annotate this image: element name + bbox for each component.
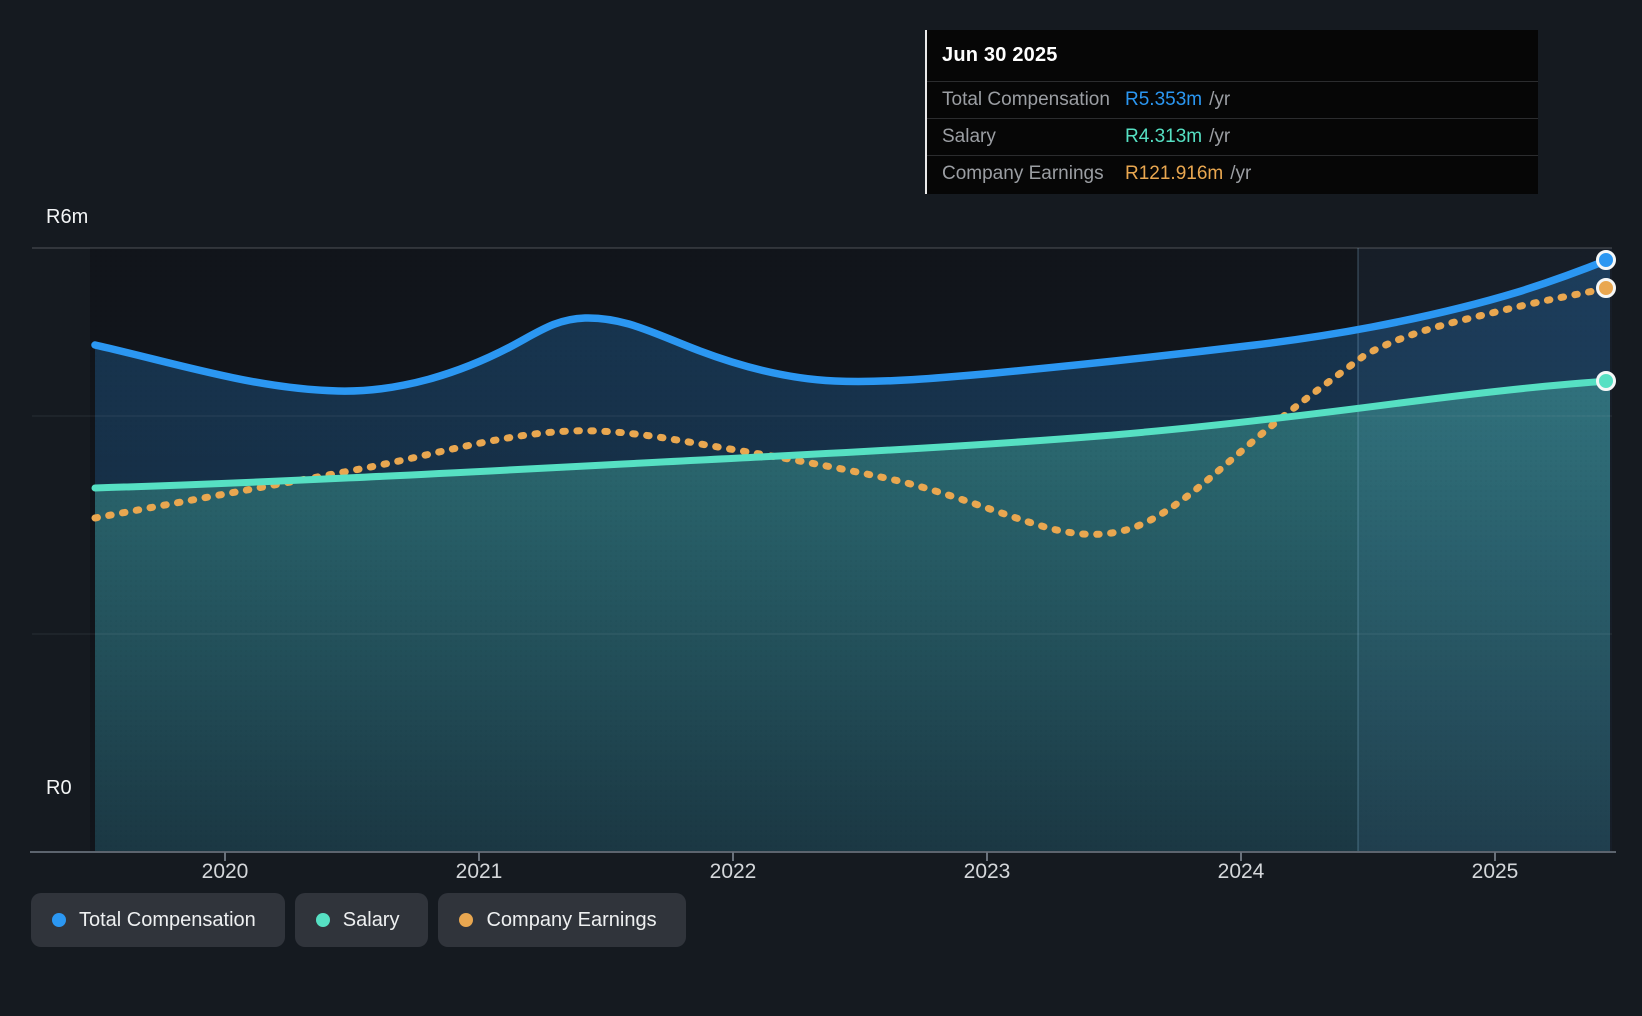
chart-legend: Total Compensation Salary Company Earnin… [31, 893, 686, 947]
legend-item-company-earnings[interactable]: Company Earnings [438, 893, 686, 947]
company-earnings-line [91, 284, 1612, 538]
tooltip-row-total-compensation: Total Compensation R5.353m /yr [927, 81, 1538, 118]
x-axis-label-2020: 2020 [201, 860, 249, 883]
company-earnings-endpoint-marker [1596, 278, 1616, 298]
y-axis-max-label: R6m [46, 206, 89, 228]
x-axis-label-2025: 2025 [1471, 860, 1519, 883]
total-compensation-legend-dot-icon [52, 913, 66, 927]
tooltip-value-suffix: /yr [1209, 126, 1231, 147]
x-axis-label-2024: 2024 [1217, 860, 1265, 883]
y-axis-min-label: R0 [46, 777, 72, 799]
legend-item-total-compensation[interactable]: Total Compensation [31, 893, 285, 947]
salary-legend-dot-icon [315, 913, 330, 927]
x-axis-ticks [224, 852, 1496, 861]
salary-endpoint-marker [1596, 371, 1616, 391]
tooltip-label: Company Earnings [942, 163, 1104, 184]
highlight-band [1358, 248, 1612, 852]
tooltip-date: Jun 30 2025 [942, 44, 1058, 66]
tooltip-row-company-earnings: Company Earnings R121.916m /yr [927, 155, 1538, 192]
tooltip-label: Total Compensation [942, 89, 1110, 110]
legend-item-salary[interactable]: Salary [294, 893, 429, 947]
tooltip-value: R121.916m [1125, 163, 1224, 184]
total-compensation-endpoint-marker [1596, 250, 1616, 270]
tooltip-value: R5.353m [1125, 89, 1203, 110]
chart-tooltip: Jun 30 2025 Total Compensation R5.353m /… [925, 30, 1538, 194]
salary-line [91, 377, 1614, 492]
x-axis-label-2023: 2023 [963, 860, 1011, 883]
tooltip-value: R4.313m [1125, 126, 1203, 147]
tooltip-row-salary: Salary R4.313m /yr [927, 118, 1538, 155]
x-axis-label-2021: 2021 [455, 860, 503, 883]
total-compensation-line [91, 255, 1614, 395]
fill-texture [90, 248, 1612, 852]
tooltip-label: Salary [942, 126, 996, 147]
tooltip-value-suffix: /yr [1209, 89, 1231, 110]
tooltip-value-suffix: /yr [1230, 163, 1252, 184]
legend-label: Salary [342, 908, 400, 931]
x-axis-label-2022: 2022 [709, 860, 757, 883]
legend-label: Company Earnings [486, 908, 657, 931]
legend-label: Total Compensation [79, 908, 256, 931]
company-earnings-legend-dot-icon [459, 913, 474, 927]
